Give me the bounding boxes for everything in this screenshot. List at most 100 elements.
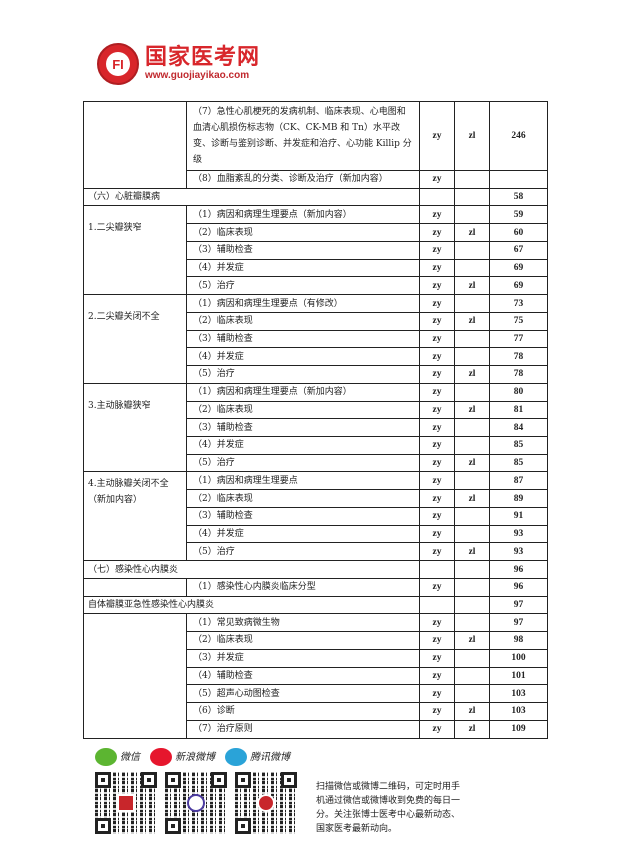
group-name-cell: 1.二尖瓣狭窄 bbox=[83, 205, 187, 296]
group-cell bbox=[83, 101, 187, 189]
tencent-weibo-qr-code bbox=[235, 772, 297, 834]
zl-cell bbox=[454, 418, 490, 438]
zy-cell: zy bbox=[419, 524, 455, 544]
page-cell: 101 bbox=[489, 666, 548, 686]
zy-cell: zy bbox=[419, 276, 455, 296]
zy-cell: zy bbox=[419, 648, 455, 668]
zy-cell: zy bbox=[419, 471, 455, 491]
page-cell: 89 bbox=[489, 489, 548, 508]
zl-cell bbox=[454, 684, 490, 704]
zy-cell: zy bbox=[419, 577, 455, 597]
zy-cell: zy bbox=[419, 400, 455, 420]
zy-cell: zy bbox=[419, 489, 455, 508]
sina-weibo-qr-code bbox=[165, 772, 227, 834]
zl-cell bbox=[454, 187, 490, 207]
item-cell: （5）治疗 bbox=[186, 365, 420, 384]
item-cell: （3）辅助检查 bbox=[186, 506, 420, 526]
sns-1[interactable]: 新浪微博 bbox=[150, 748, 215, 766]
zy-cell: zy bbox=[419, 613, 455, 633]
page-cell: 58 bbox=[489, 187, 548, 207]
sns-2[interactable]: 腾讯微博 bbox=[225, 748, 290, 766]
table-row: 2.二尖瓣关闭不全 （1）病因和病理生理要点（有修改） zy 73 bbox=[83, 294, 548, 384]
item-cell: （7）急性心肌梗死的发病机制、临床表现、心电图和血清心肌损伤标志物（CK、CK-… bbox=[186, 101, 420, 171]
zl-cell: zl bbox=[454, 702, 490, 721]
item-cell: （8）血脂紊乱的分类、诊断及治疗（新加内容） bbox=[186, 170, 420, 189]
item-cell: （2）临床表现 bbox=[186, 400, 420, 420]
zy-cell: zy bbox=[419, 684, 455, 704]
item-cell: （3）并发症 bbox=[186, 648, 420, 668]
zy-cell: zy bbox=[419, 223, 455, 242]
page-cell: 85 bbox=[489, 436, 548, 455]
zl-cell: zl bbox=[454, 365, 490, 384]
page-cell bbox=[489, 170, 548, 189]
zy-cell: zy bbox=[419, 506, 455, 526]
zl-cell: zl bbox=[454, 719, 490, 739]
table-row: 3.主动脉瓣狭窄 （1）病因和病理生理要点（新加内容） zy 80 bbox=[83, 382, 548, 473]
zy-cell: zy bbox=[419, 311, 455, 331]
page-cell: 84 bbox=[489, 418, 548, 438]
zl-cell: zl bbox=[454, 489, 490, 508]
item-cell: （2）临床表现 bbox=[186, 311, 420, 331]
sns-0[interactable]: 微信 bbox=[95, 748, 140, 766]
page-cell: 85 bbox=[489, 453, 548, 473]
page-cell: 93 bbox=[489, 524, 548, 544]
group-cell bbox=[83, 613, 187, 739]
item-cell: （4）并发症 bbox=[186, 524, 420, 544]
zy-cell: zy bbox=[419, 542, 455, 562]
item-cell: （2）临床表现 bbox=[186, 631, 420, 650]
item-cell: （5）治疗 bbox=[186, 453, 420, 473]
item-cell: （5）超声心动图检查 bbox=[186, 684, 420, 704]
brand-url[interactable]: www.guojiayikao.com bbox=[145, 70, 250, 81]
zy-cell: zy bbox=[419, 453, 455, 473]
item-cell: （6）诊断 bbox=[186, 702, 420, 721]
zl-cell bbox=[454, 170, 490, 189]
weibo-icon bbox=[150, 748, 172, 766]
zy-cell: zy bbox=[419, 436, 455, 455]
item-cell: （7）治疗原则 bbox=[186, 719, 420, 739]
zy-cell: zy bbox=[419, 329, 455, 349]
zy-cell: zy bbox=[419, 205, 455, 225]
item-cell: （4）并发症 bbox=[186, 258, 420, 278]
zy-cell: zy bbox=[419, 666, 455, 686]
sns-label: 新浪微博 bbox=[175, 752, 215, 763]
section-title-cell: 自体瓣膜亚急性感染性心内膜炎 bbox=[83, 595, 420, 615]
footer-note: 扫描微信或微博二维码，可定时用手机通过微信或微博收到免费的每日一分。关注张博士医… bbox=[316, 782, 461, 834]
page-cell: 87 bbox=[489, 471, 548, 491]
zl-cell bbox=[454, 506, 490, 526]
zl-cell bbox=[454, 382, 490, 402]
page-cell: 103 bbox=[489, 684, 548, 704]
zl-cell bbox=[454, 294, 490, 313]
footer-social: 微信 新浪微博 腾讯微博 bbox=[95, 748, 455, 848]
item-cell: （1）常见致病微生物 bbox=[186, 613, 420, 633]
table-row: （4）并发症 zy 78 bbox=[84, 347, 548, 367]
table-row: （5）治疗 zy zl 93 bbox=[84, 542, 548, 562]
table-row: （3）辅助检查 zy 77 bbox=[84, 329, 548, 349]
page-cell: 75 bbox=[489, 311, 548, 331]
table-row: （8）血脂紊乱的分类、诊断及治疗（新加内容） zy bbox=[84, 170, 548, 189]
group-name-cell: 2.二尖瓣关闭不全 bbox=[83, 294, 187, 384]
page-cell: 67 bbox=[489, 240, 548, 260]
zy-cell: zy bbox=[419, 170, 455, 189]
page-cell: 73 bbox=[489, 294, 548, 313]
table-row: （7）急性心肌梗死的发病机制、临床表现、心电图和血清心肌损伤标志物（CK、CK-… bbox=[83, 101, 548, 189]
syllabus-table: （7）急性心肌梗死的发病机制、临床表现、心电图和血清心肌损伤标志物（CK、CK-… bbox=[83, 101, 548, 739]
zl-cell bbox=[454, 560, 490, 579]
table-row: （2）临床表现 zy zl 81 bbox=[84, 400, 548, 420]
zy-cell: zy bbox=[419, 631, 455, 650]
item-cell: （1）感染性心内膜炎临床分型 bbox=[186, 577, 420, 597]
table-row: （1）常见致病微生物 zy 97 bbox=[83, 613, 548, 739]
page-cell: 246 bbox=[489, 101, 548, 171]
page-cell: 98 bbox=[489, 631, 548, 650]
zl-cell bbox=[454, 240, 490, 260]
table-row: （六）心脏瓣膜病 58 bbox=[83, 187, 548, 207]
table-row: （3）辅助检查 zy 91 bbox=[84, 506, 548, 526]
page-cell: 80 bbox=[489, 382, 548, 402]
group-cell bbox=[83, 577, 187, 597]
zl-cell bbox=[454, 436, 490, 455]
zl-cell: zl bbox=[454, 101, 490, 171]
zl-cell: zl bbox=[454, 453, 490, 473]
section-title-cell: （六）心脏瓣膜病 bbox=[83, 187, 420, 207]
zl-cell bbox=[454, 205, 490, 225]
page-cell: 77 bbox=[489, 329, 548, 349]
table-row: （5）治疗 zy zl 78 bbox=[84, 365, 548, 384]
